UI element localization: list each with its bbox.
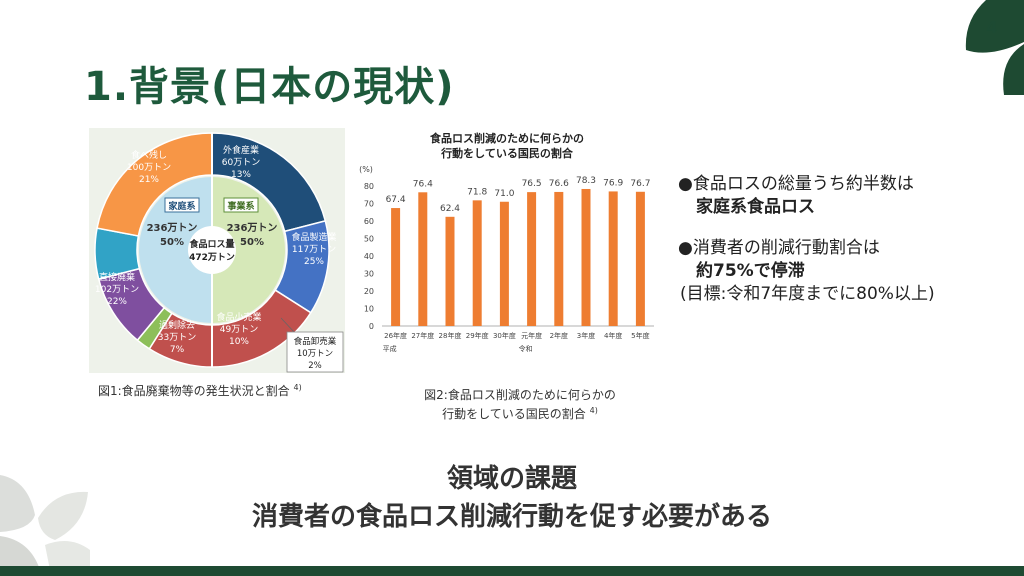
x-tick-label: 元年度 — [521, 331, 542, 340]
chart-title-line1: 食品ロス削減のために何らかの — [430, 131, 584, 145]
bar-value-label: 71.8 — [467, 187, 487, 197]
y-tick-label: 30 — [364, 270, 374, 279]
point-household: ●食品ロスの総量うち約半数は 家庭系食品ロス — [678, 174, 914, 217]
bar — [608, 191, 618, 326]
wholesale-leader — [280, 317, 296, 334]
segment-value: 10万トン — [297, 349, 333, 359]
food-waste-donut-figure: 食品ロス量 472万トン 家庭系 236万トン 50% 事業系 236万トン 50% 食べ残し 1… — [89, 128, 345, 373]
food-waste-donut-chart: 食品ロス量 472万トン 家庭系 236万トン 50% 事業系 236万トン 50% 食べ残し 1… — [94, 132, 344, 373]
bar — [391, 208, 401, 326]
x-tick-label: 27年度 — [411, 331, 434, 340]
era-label: 令和 — [519, 344, 533, 353]
segment-value: 33万トン — [158, 333, 196, 343]
era-label: 平成 — [383, 344, 397, 353]
business-pct: 50% — [240, 237, 264, 248]
bar-value-label: 67.4 — [386, 195, 406, 205]
total-label: 食品ロス量 — [188, 238, 234, 250]
y-tick-label: 60 — [364, 217, 374, 226]
segment-value: 100万トン — [127, 163, 171, 173]
bar-value-label: 76.6 — [549, 179, 569, 189]
business-label: 事業系 — [227, 200, 254, 212]
household-pct: 50% — [160, 237, 184, 248]
figure1-caption: 図1:食品廃棄物等の発生状況と割合 4) — [98, 383, 302, 398]
segment-value: 49万トン — [220, 325, 258, 335]
wholesale-callout — [286, 331, 344, 373]
segment-pct: 10% — [229, 337, 249, 347]
segment-label: 過剰除去 — [159, 319, 195, 331]
segment-label: 外食産業 — [223, 144, 259, 156]
y-tick-label: 80 — [364, 182, 374, 191]
y-tick-label: 0 — [369, 322, 374, 331]
segment-pct: 25% — [304, 257, 324, 267]
y-tick-label: 10 — [364, 305, 374, 314]
bar-value-label: 76.5 — [522, 179, 542, 189]
y-tick-label: 70 — [364, 200, 374, 209]
segment-pct: 21% — [139, 175, 159, 185]
y-tick-label: 20 — [364, 287, 374, 296]
bar — [581, 188, 591, 326]
x-tick-label: 29年度 — [466, 331, 489, 340]
bar-value-label: 76.9 — [603, 178, 623, 188]
business-value: 236万トン — [227, 222, 278, 234]
segment-pct: 22% — [107, 297, 127, 307]
y-axis-unit: (%) — [359, 165, 373, 174]
x-tick-label: 2年度 — [550, 331, 568, 340]
y-tick-label: 40 — [364, 252, 374, 261]
x-tick-label: 28年度 — [439, 331, 462, 340]
bar-value-label: 78.3 — [576, 176, 596, 186]
x-tick-label: 3年度 — [577, 331, 595, 340]
x-tick-label: 30年度 — [493, 331, 516, 340]
segment-label: 食品卸売業 — [294, 336, 337, 347]
donut-center — [188, 226, 236, 274]
bar-value-label: 76.4 — [413, 179, 433, 189]
bar-value-label: 62.4 — [440, 204, 460, 214]
segment-label: 直接廃棄 — [99, 271, 135, 283]
segment-pct: 2% — [308, 361, 322, 371]
bar-value-label: 71.0 — [494, 189, 514, 199]
bar — [445, 216, 455, 326]
domain-issue: 領域の課題 消費者の食品ロス削減行動を促す必要がある — [0, 460, 1024, 536]
y-tick-label: 50 — [364, 235, 374, 244]
bar — [499, 201, 509, 326]
total-value: 472万トン — [189, 252, 235, 263]
business-badge — [223, 197, 259, 213]
household-value: 236万トン — [147, 222, 198, 234]
segment-value: 117万トン — [292, 245, 336, 255]
segment-value: 102万トン — [95, 285, 139, 295]
segment-label: 食品小売業 — [216, 311, 261, 323]
x-tick-label: 5年度 — [631, 331, 649, 340]
segment-pct: 13% — [231, 170, 251, 180]
bar — [527, 192, 537, 326]
bottom-bar — [0, 566, 1024, 576]
leaf-decoration-top-right — [965, 0, 1024, 95]
x-tick-label: 4年度 — [604, 331, 622, 340]
leaf-decoration-bottom-left — [0, 475, 90, 570]
bar — [554, 191, 564, 326]
business-inner-half — [212, 177, 285, 323]
point-consumer-action: ●消費者の削減行動割合は 約75%で停滞 (目標:令和7年度までに80%以上) — [678, 238, 935, 304]
household-inner-half — [139, 177, 212, 323]
segment-pct: 7% — [170, 345, 185, 355]
bar — [472, 200, 482, 326]
x-tick-label: 26年度 — [384, 331, 407, 340]
bar — [418, 192, 428, 326]
page-title: 1.背景(日本の現状) — [84, 64, 455, 110]
household-label: 家庭系 — [168, 200, 195, 212]
chart-title-line2: 行動をしている国民の割合 — [440, 146, 574, 160]
issue-text: 消費者の食品ロス削減行動を促す必要がある — [251, 502, 772, 532]
bar-value-label: 76.7 — [630, 179, 650, 189]
segment-label: 食べ残し — [131, 149, 167, 161]
figure2-caption: 図2:食品ロス削減のために何らかの 行動をしている国民の割合 4) — [424, 388, 616, 421]
bar — [635, 191, 645, 326]
page-number: 4 — [986, 18, 998, 38]
segment-label: 食品製造業 — [291, 231, 336, 243]
key-points: ●食品ロスの総量うち約半数は 家庭系食品ロス ●消費者の削減行動割合は 約75%… — [678, 173, 1018, 324]
issue-heading: 領域の課題 — [446, 464, 577, 494]
household-badge — [164, 197, 200, 213]
segment-value: 60万トン — [222, 158, 260, 168]
